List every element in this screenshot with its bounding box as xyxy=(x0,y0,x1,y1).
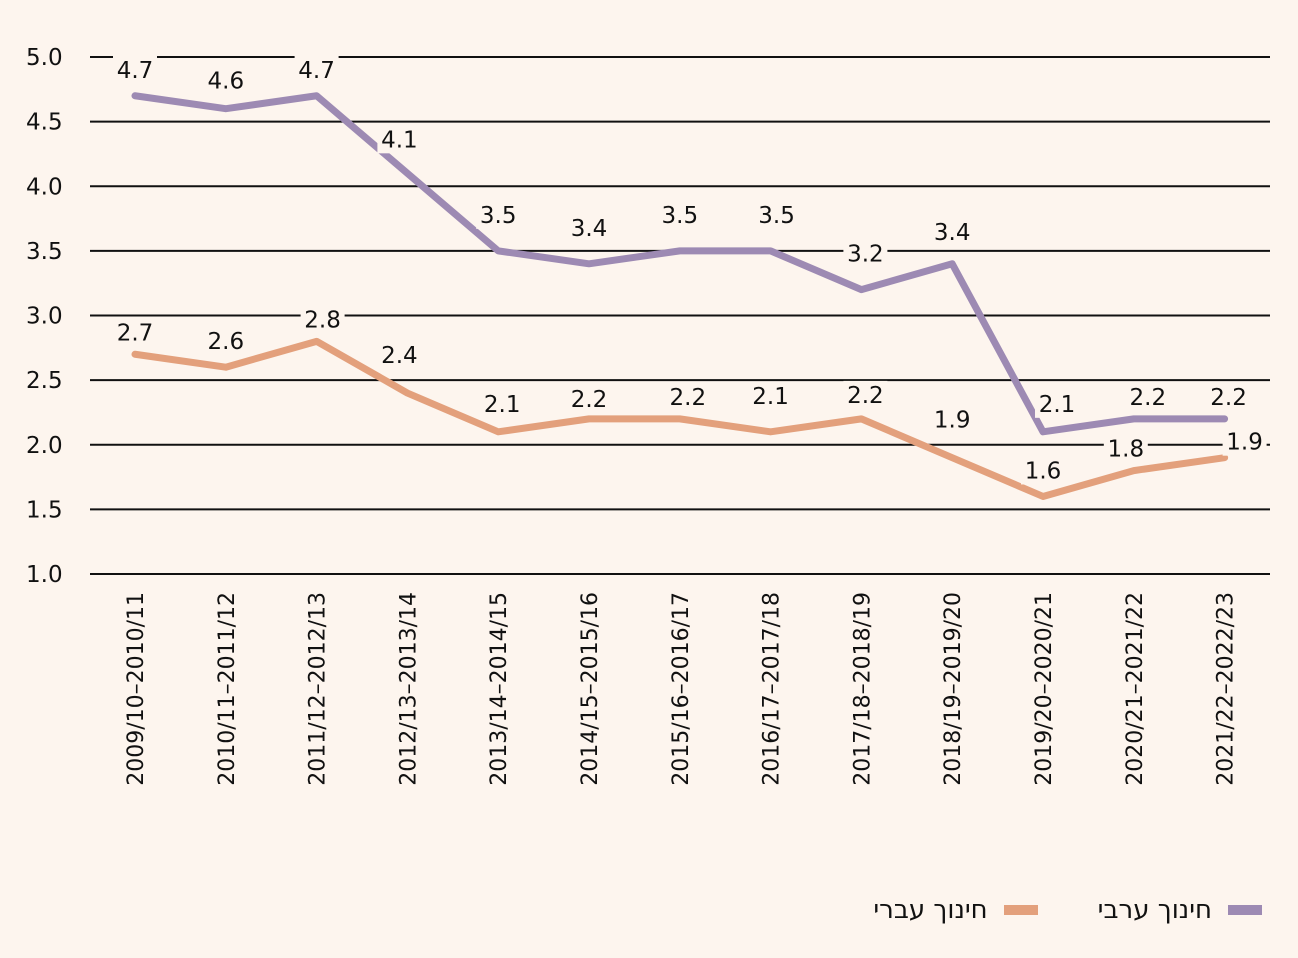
data-label: 2.1 xyxy=(484,392,521,418)
x-tick-label: 2017/18–2018/19 xyxy=(850,592,875,786)
x-tick-label: 2016/17–2017/18 xyxy=(760,592,785,786)
y-tick-label: 3.5 xyxy=(26,239,63,265)
data-label-bg xyxy=(1035,389,1079,418)
y-tick-label: 2.5 xyxy=(26,368,63,394)
data-label: 3.5 xyxy=(662,203,699,229)
x-tick-label: 2013/14–2014/15 xyxy=(487,592,512,786)
data-label-bg xyxy=(1103,434,1148,463)
x-tick-label: 2014/15–2015/16 xyxy=(578,592,603,786)
y-tick-label: 5.0 xyxy=(26,45,63,71)
y-tick-label: 2.0 xyxy=(26,433,63,459)
x-tick-label: 2009/10–2010/11 xyxy=(124,592,149,786)
legend-label-arab: חינוך ערבי xyxy=(1097,895,1212,925)
data-label-bg xyxy=(843,380,888,409)
data-label: 1.9 xyxy=(934,408,971,434)
data-label: 2.2 xyxy=(571,387,608,413)
data-label-bg xyxy=(300,305,345,334)
legend-swatch-hebrew-icon xyxy=(1003,905,1038,915)
data-label: 2.1 xyxy=(752,384,789,410)
data-label-bg xyxy=(665,382,710,411)
x-tick-label: 2011/12–2012/13 xyxy=(306,592,331,786)
data-label: 4.1 xyxy=(381,127,418,153)
legend: חינוך ערבי חינוך עברי xyxy=(873,895,1262,925)
x-tick-label: 2012/13–2013/14 xyxy=(396,592,421,786)
data-label: 4.6 xyxy=(208,69,245,95)
data-label-bg xyxy=(1021,456,1065,485)
data-label: 2.2 xyxy=(1210,385,1247,411)
data-label-bg xyxy=(476,200,521,229)
legend-label-hebrew: חינוך עברי xyxy=(873,895,988,925)
legend-item-arab: חינוך ערבי xyxy=(1098,895,1262,925)
data-label: 4.7 xyxy=(117,58,154,84)
legend-swatch-arab-icon xyxy=(1228,905,1262,915)
x-tick-label: 2018/19–2019/20 xyxy=(941,592,966,786)
y-tick-label: 3.0 xyxy=(26,304,63,330)
data-label-bg xyxy=(567,384,611,413)
x-tick-label: 2010/11–2011/12 xyxy=(215,592,240,786)
data-label: 2.6 xyxy=(208,329,245,355)
data-label: 1.6 xyxy=(1025,458,1062,484)
data-label: 2.7 xyxy=(117,320,154,346)
y-tick-label: 1.5 xyxy=(26,497,63,523)
x-tick-label: 2021/22–2022/23 xyxy=(1214,592,1239,786)
data-label: 3.4 xyxy=(934,220,971,246)
data-label-bg xyxy=(930,217,975,246)
data-label-bg xyxy=(843,239,888,268)
data-label: 3.5 xyxy=(480,203,517,229)
data-label: 4.7 xyxy=(298,58,335,84)
y-tick-label: 1.0 xyxy=(26,562,63,588)
data-label: 2.1 xyxy=(1039,392,1076,418)
y-tick-label: 4.0 xyxy=(26,174,63,200)
data-label-bg xyxy=(113,318,157,347)
data-label: 3.4 xyxy=(571,216,608,242)
data-label-bg xyxy=(657,200,702,229)
data-label-bg xyxy=(754,200,799,229)
data-label-bg xyxy=(377,125,422,154)
data-label-bg xyxy=(1222,427,1267,456)
series-line-arab xyxy=(131,92,1229,436)
legend-item-hebrew: חינוך עברי xyxy=(873,895,1038,925)
data-label: 1.8 xyxy=(1108,437,1145,463)
x-tick-label: 2020/21–2021/22 xyxy=(1123,592,1148,786)
data-label-bg xyxy=(567,213,611,242)
data-label-bg xyxy=(1125,382,1170,411)
data-label: 2.2 xyxy=(847,383,884,409)
data-label-bg xyxy=(294,55,339,84)
data-label: 2.8 xyxy=(304,307,341,333)
data-label-bg xyxy=(748,381,793,410)
data-label-bg xyxy=(203,66,248,95)
data-label: 2.2 xyxy=(1130,385,1167,411)
data-label-bg xyxy=(480,389,525,418)
data-label: 2.2 xyxy=(670,385,707,411)
data-label: 3.2 xyxy=(847,242,884,268)
data-label: 2.4 xyxy=(381,343,418,369)
data-label: 1.9 xyxy=(1226,430,1263,456)
data-label: 3.5 xyxy=(758,203,795,229)
data-label-bg xyxy=(1206,382,1251,411)
y-tick-label: 4.5 xyxy=(26,110,63,136)
x-tick-label: 2019/20–2020/21 xyxy=(1032,592,1057,786)
data-label-bg xyxy=(203,327,248,356)
data-label-bg xyxy=(113,55,157,84)
x-tick-label: 2015/16–2016/17 xyxy=(669,592,694,786)
data-label-bg xyxy=(930,405,975,434)
data-label-bg xyxy=(377,341,422,370)
series-line-hebrew xyxy=(131,337,1229,500)
